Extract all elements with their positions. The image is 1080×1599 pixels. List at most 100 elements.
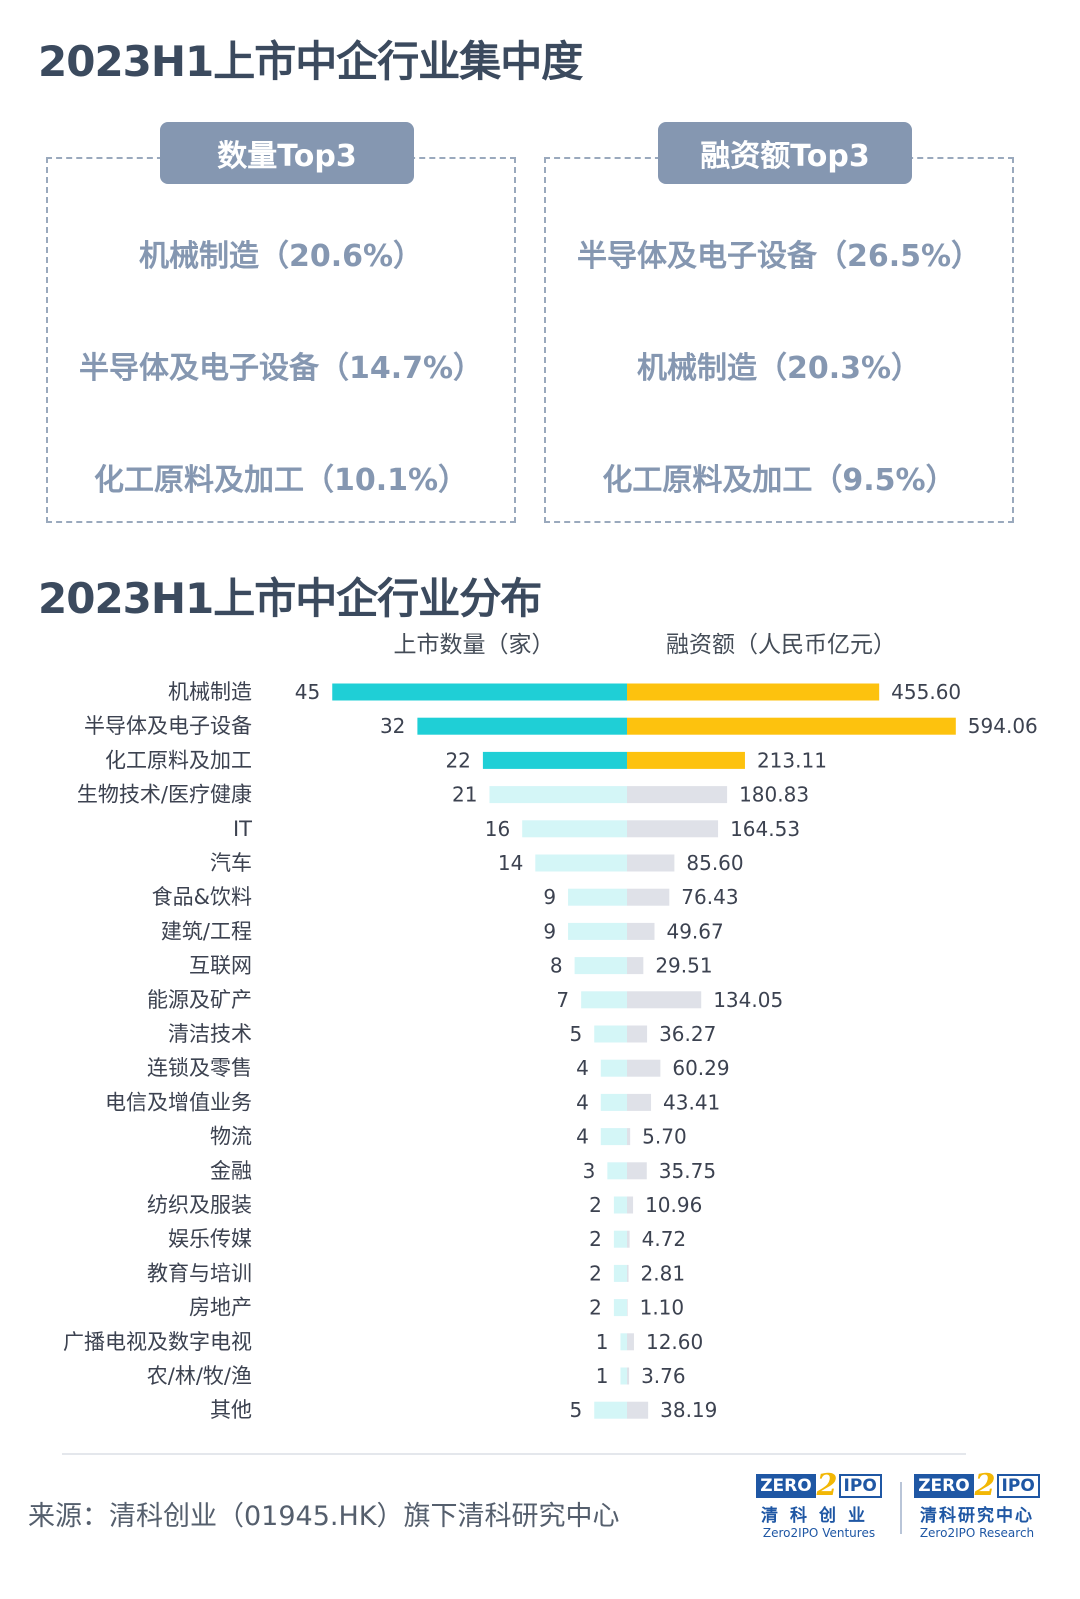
count-value-label: 8 xyxy=(550,954,563,978)
amount-value-label: 164.53 xyxy=(730,817,800,841)
logo-ipo-text: IPO xyxy=(838,1474,882,1498)
count-value-label: 32 xyxy=(380,714,405,738)
amount-bar xyxy=(627,1196,634,1214)
category-label: 金融 xyxy=(210,1159,252,1183)
amount-bar xyxy=(627,786,728,804)
count-bar xyxy=(600,1059,627,1077)
count-top3-item: 化工原料及加工（10.1%） xyxy=(93,463,469,498)
amount-value-label: 12.60 xyxy=(646,1330,703,1354)
count-value-label: 7 xyxy=(556,988,569,1012)
amount-series-label: 融资额（人民币亿元） xyxy=(666,632,896,658)
amount-bar xyxy=(627,1299,628,1317)
count-value-label: 1 xyxy=(596,1364,609,1388)
amount-value-label: 29.51 xyxy=(655,954,712,978)
amount-value-label: 213.11 xyxy=(757,748,827,772)
amount-bar xyxy=(627,683,880,701)
count-bar xyxy=(613,1196,627,1214)
count-value-label: 2 xyxy=(589,1296,602,1320)
amount-bar xyxy=(627,854,675,872)
amount-value-label: 5.70 xyxy=(642,1125,687,1149)
zero2ipo-research-logo: ZERO 2 IPO 清科研究中心 Zero2IPO Research xyxy=(910,1470,1044,1546)
category-label: 建筑/工程 xyxy=(161,919,252,943)
category-label: 化工原料及加工 xyxy=(105,748,252,772)
amount-bar xyxy=(627,1367,630,1385)
category-label: 其他 xyxy=(210,1398,252,1422)
count-series-label: 上市数量（家） xyxy=(394,632,555,658)
category-label: 食品&饮料 xyxy=(152,885,252,909)
amount-value-label: 3.76 xyxy=(641,1364,686,1388)
count-bar xyxy=(568,922,627,940)
count-value-label: 9 xyxy=(543,885,556,909)
count-value-label: 2 xyxy=(589,1261,602,1285)
amount-value-label: 134.05 xyxy=(713,988,783,1012)
category-label: 汽车 xyxy=(210,851,252,875)
category-label: 电信及增值业务 xyxy=(105,1090,252,1114)
amount-top3-item: 机械制造（20.3%） xyxy=(636,351,922,386)
amount-top3-item: 半导体及电子设备（26.5%） xyxy=(576,239,982,274)
category-label: 清洁技术 xyxy=(168,1022,252,1046)
count-bar xyxy=(417,717,627,735)
category-label: 纺织及服装 xyxy=(147,1193,252,1217)
count-bar xyxy=(581,991,627,1009)
count-bar xyxy=(600,1128,627,1146)
category-label: 生物技术/医疗健康 xyxy=(77,783,252,807)
amount-value-label: 2.81 xyxy=(641,1261,686,1285)
amount-bar xyxy=(627,922,655,940)
zero2ipo-ventures-logo: ZERO 2 IPO 清科创业 Zero2IPO Ventures xyxy=(752,1470,886,1546)
count-bar xyxy=(568,888,627,906)
amount-value-label: 4.72 xyxy=(642,1227,687,1251)
category-label: 农/林/牧/渔 xyxy=(147,1364,252,1388)
logo-en-text: Zero2IPO Ventures xyxy=(762,1526,876,1540)
amount-bar xyxy=(627,1059,661,1077)
amount-bar xyxy=(627,1162,647,1180)
count-bar xyxy=(594,1025,627,1043)
amount-bar xyxy=(627,820,719,838)
count-value-label: 5 xyxy=(570,1398,583,1422)
count-value-label: 4 xyxy=(576,1090,589,1114)
count-bar xyxy=(620,1367,627,1385)
count-bar xyxy=(613,1299,627,1317)
count-bar xyxy=(607,1162,627,1180)
count-top3-panel: 数量Top3 机械制造（20.6%） 半导体及电子设备（14.7%） 化工原料及… xyxy=(46,122,516,523)
count-value-label: 4 xyxy=(576,1056,589,1080)
amount-bar xyxy=(627,1025,648,1043)
logo-zero-text: ZERO xyxy=(756,1474,816,1498)
count-bar xyxy=(489,786,627,804)
count-top3-header: 数量Top3 xyxy=(160,122,414,184)
category-label: IT xyxy=(233,817,252,841)
amount-bar xyxy=(627,888,670,906)
category-label: 娱乐传媒 xyxy=(168,1227,252,1251)
amount-value-label: 1.10 xyxy=(640,1296,685,1320)
distribution-title: 2023H1上市中企行业分布 xyxy=(38,574,542,623)
count-bar xyxy=(332,683,627,701)
amount-bar xyxy=(627,1401,649,1419)
count-value-label: 16 xyxy=(485,817,510,841)
amount-bar xyxy=(627,1093,652,1111)
count-top3-item: 半导体及电子设备（14.7%） xyxy=(78,351,484,386)
amount-bar xyxy=(627,957,644,975)
logo-cn-text: 清科创业 xyxy=(761,1506,877,1526)
count-bar xyxy=(482,751,627,769)
amount-bar xyxy=(627,717,956,735)
amount-value-label: 60.29 xyxy=(672,1056,729,1080)
category-label: 互联网 xyxy=(189,954,252,978)
amount-value-label: 594.06 xyxy=(968,714,1038,738)
count-bar xyxy=(522,820,627,838)
amount-bar xyxy=(627,1128,631,1146)
amount-top3-item: 化工原料及加工（9.5%） xyxy=(602,463,956,498)
category-label: 教育与培训 xyxy=(147,1261,252,1285)
category-label: 能源及矿产 xyxy=(147,988,252,1012)
amount-value-label: 85.60 xyxy=(686,851,743,875)
count-bar xyxy=(574,957,627,975)
count-value-label: 4 xyxy=(576,1125,589,1149)
amount-value-label: 43.41 xyxy=(663,1090,720,1114)
count-bar xyxy=(613,1230,627,1248)
category-label: 连锁及零售 xyxy=(147,1056,252,1080)
amount-value-label: 35.75 xyxy=(659,1159,716,1183)
count-value-label: 9 xyxy=(543,919,556,943)
count-value-label: 14 xyxy=(498,851,523,875)
logo-divider xyxy=(900,1482,902,1534)
count-top3-item: 机械制造（20.6%） xyxy=(138,239,424,274)
amount-top3-panel: 融资额Top3 半导体及电子设备（26.5%） 机械制造（20.3%） 化工原料… xyxy=(544,122,1014,523)
